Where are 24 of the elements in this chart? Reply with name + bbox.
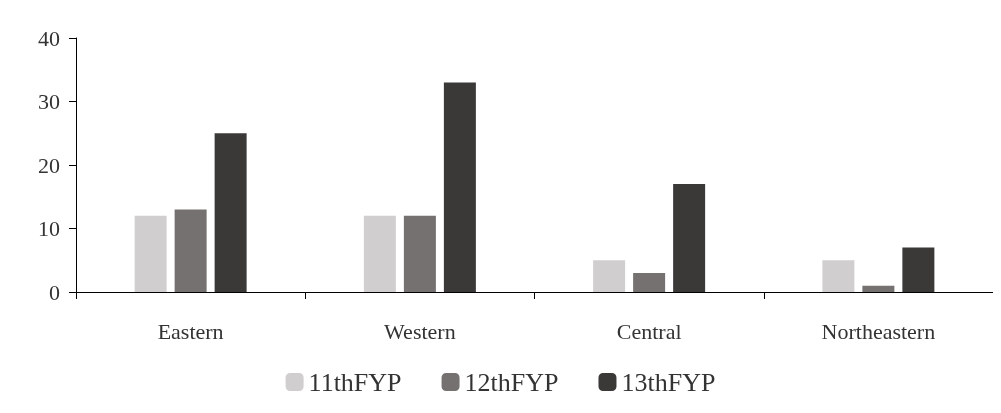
x-tick-label: Central [616, 318, 682, 344]
bar [443, 82, 476, 292]
y-tick-label: 40 [38, 25, 60, 51]
y-tick-label: 20 [38, 152, 60, 178]
y-tick-label: 30 [38, 89, 60, 114]
bar [862, 285, 895, 292]
bar [673, 184, 706, 292]
bar [403, 215, 436, 292]
x-tick-label: Western [384, 318, 456, 344]
legend-label: 12thFYP [464, 367, 559, 397]
legend-label: 11thFYP [308, 367, 402, 397]
y-tick-label: 10 [38, 216, 60, 241]
bar [633, 272, 666, 292]
bar [822, 260, 855, 292]
x-tick-label: Northeastern [821, 318, 936, 344]
x-tick-label: Eastern [157, 318, 224, 344]
bar [174, 209, 207, 292]
bar [363, 215, 396, 292]
bar [593, 260, 626, 292]
y-tick-label: 0 [49, 279, 60, 305]
bar [214, 133, 247, 292]
bar [902, 247, 935, 292]
bar [134, 215, 167, 292]
legend-label: 13thFYP [621, 367, 716, 397]
